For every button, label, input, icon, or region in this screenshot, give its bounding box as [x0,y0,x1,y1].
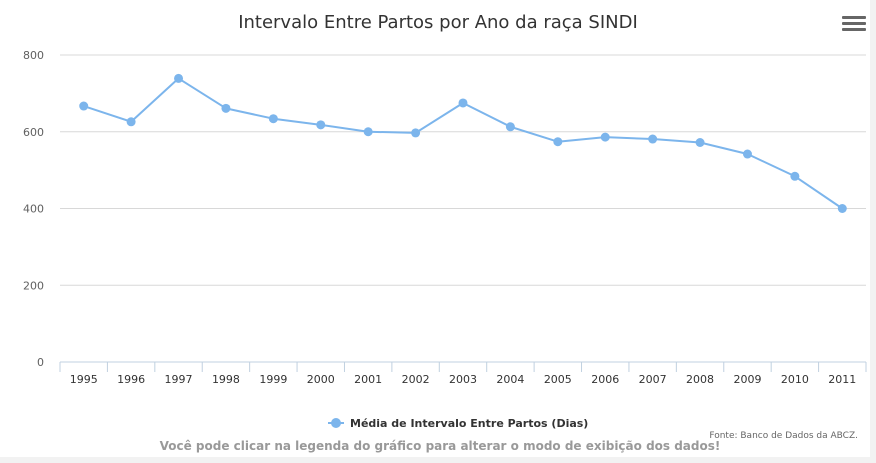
hamburger-menu-icon[interactable] [842,16,866,36]
data-point[interactable] [221,103,231,113]
data-point[interactable] [126,117,136,127]
x-tick-label: 2000 [307,373,335,386]
series-line [82,77,844,210]
x-tick-label: 2009 [733,373,761,386]
x-tick-label: 2004 [496,373,524,386]
x-tick-label: 1996 [117,373,145,386]
x-tick-label: 2005 [544,373,572,386]
data-point[interactable] [837,204,847,213]
data-point[interactable] [174,73,184,83]
credit-text: Fonte: Banco de Dados da ABCZ. [709,431,858,441]
data-point[interactable] [79,101,89,111]
x-tick-label: 1995 [70,373,98,386]
x-tick-label: 2008 [686,373,714,386]
data-point[interactable] [553,137,563,147]
x-tick-label: 2010 [781,373,809,386]
legend-label: Média de Intervalo Entre Partos (Dias) [350,416,589,430]
data-point[interactable] [742,149,752,159]
x-tick-label: 1999 [259,373,287,386]
data-point[interactable] [458,98,468,108]
legend-item[interactable]: Média de Intervalo Entre Partos (Dias) [328,414,588,432]
data-point[interactable] [411,128,421,138]
data-point[interactable] [363,127,373,137]
data-point[interactable] [316,120,326,130]
data-point[interactable] [648,134,658,144]
x-tick-label: 2011 [828,373,856,386]
data-point[interactable] [600,132,610,142]
x-tick-label: 2006 [591,373,619,386]
x-tick-label: 1998 [212,373,240,386]
y-tick-label: 800 [23,49,44,62]
x-tick-label: 2003 [449,373,477,386]
hint-text: Você pode clicar na legenda do gráfico p… [159,439,721,453]
data-point[interactable] [695,137,705,147]
y-tick-label: 0 [37,356,44,369]
y-tick-label: 400 [23,203,44,216]
x-tick-label: 2002 [402,373,430,386]
legend-marker-icon [328,417,344,429]
y-tick-label: 600 [23,126,44,139]
y-tick-label: 200 [23,279,44,292]
chart-title: Intervalo Entre Partos por Ano da raça S… [238,12,638,33]
x-tick-label: 2007 [639,373,667,386]
x-tick-label: 1997 [165,373,193,386]
data-point[interactable] [268,114,278,124]
data-point[interactable] [790,171,800,181]
x-tick-label: 2001 [354,373,382,386]
data-point[interactable] [505,122,515,132]
